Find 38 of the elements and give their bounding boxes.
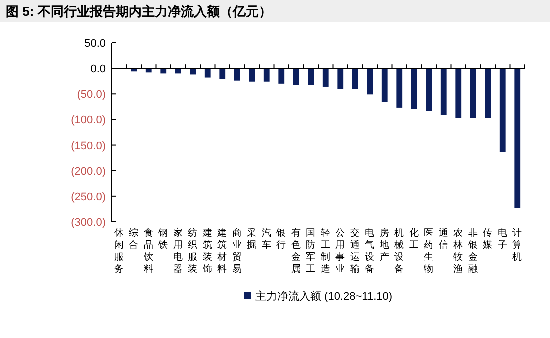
x-tick-label: 化工: [409, 227, 420, 251]
x-tick-label: 机械设备: [394, 227, 405, 275]
x-tick-label: 非银金融: [467, 227, 478, 275]
x-tick-label: 商业贸易: [232, 227, 242, 275]
x-tick-label: 钢铁: [158, 228, 169, 251]
legend-label: 主力净流入额 (10.28~11.10): [255, 290, 393, 303]
x-tick-label: 国防军工: [306, 228, 316, 275]
x-tick-label: 采掘: [247, 227, 258, 251]
x-tick-label: 综合: [129, 227, 140, 251]
x-tick-label: 休闲服务: [114, 228, 124, 275]
x-tick-label: 食品饮料: [142, 227, 154, 275]
y-tick-label: (250.0): [71, 191, 106, 204]
chart-title: 图 5: 不同行业报告期内主力净流入额（亿元）: [6, 4, 272, 19]
x-tick-label: 农林牧渔: [452, 228, 464, 275]
y-tick-label: (300.0): [71, 217, 106, 229]
x-tick-label: 医药生物: [424, 228, 434, 275]
x-tick-label: 银行: [276, 228, 287, 251]
y-tick-label: (50.0): [77, 89, 106, 102]
x-tick-label: 公用事业: [336, 227, 346, 275]
x-tick-label: 电气设备: [365, 227, 376, 275]
x-tick-label: 房地产: [378, 227, 390, 263]
x-tick-label: 传媒: [483, 228, 494, 251]
x-tick-label: 通信: [438, 227, 449, 251]
y-tick-label: 0.0: [90, 64, 106, 76]
y-tick-label: (200.0): [71, 166, 106, 178]
x-tick-label: 建筑材料: [216, 227, 228, 275]
x-tick-label: 家用电器: [173, 227, 184, 275]
x-tick-label: 计算机: [512, 227, 523, 263]
y-tick-label: 50.0: [84, 38, 106, 50]
x-tick-label: 交通运输: [350, 227, 360, 275]
y-tick-label: (150.0): [71, 140, 106, 152]
x-tick-label: 有色金属: [291, 227, 302, 275]
x-tick-label: 电子: [498, 227, 508, 251]
y-tick-label: (100.0): [71, 114, 106, 127]
x-tick-label: 汽车: [262, 227, 272, 251]
x-tick-label: 轻工制造: [320, 227, 331, 275]
x-tick-label: 纺织服装: [188, 227, 198, 275]
x-tick-label: 建筑装饰: [202, 227, 213, 275]
